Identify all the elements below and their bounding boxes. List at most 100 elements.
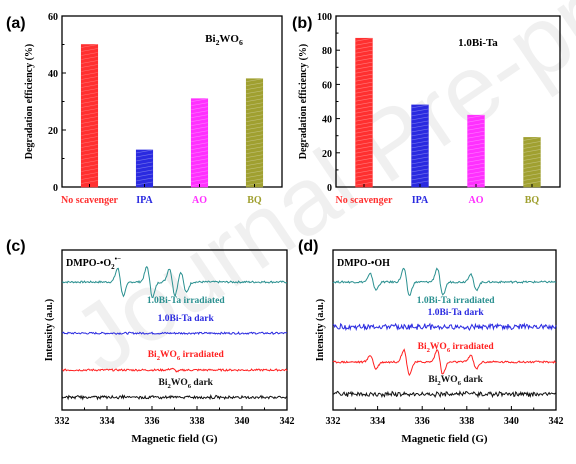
panel-label: (b) — [292, 15, 312, 32]
bar-hatch — [411, 140, 429, 145]
bar-hatch — [81, 128, 98, 132]
y-axis-label: Degradation efficiency (%) — [24, 44, 35, 160]
bar-hatch — [136, 161, 153, 166]
bar-hatch — [81, 88, 98, 92]
bar-hatch — [467, 162, 485, 167]
bar-hatch — [81, 124, 98, 128]
bar-hatch — [81, 100, 98, 104]
bar-hatch — [355, 117, 373, 122]
bar-hatch — [355, 85, 373, 90]
x-category-label: AO — [469, 195, 484, 206]
y-tick-label: 40 — [48, 69, 58, 80]
bar-hatch — [246, 118, 263, 122]
bar-hatch — [355, 37, 373, 42]
x-category-label: IPA — [412, 195, 429, 206]
bar-hatch — [136, 177, 153, 182]
bar-hatch — [411, 128, 429, 133]
bar-hatch — [523, 177, 541, 181]
bar-hatch — [467, 114, 485, 119]
bar-hatch — [191, 142, 208, 146]
y-axis-label: Degradation efficiency (%) — [298, 44, 309, 160]
bar-hatch — [355, 65, 373, 70]
bar-hatch — [467, 154, 485, 159]
bar-hatch — [81, 144, 98, 148]
bar-hatch — [246, 86, 263, 90]
bar-hatch — [81, 80, 98, 84]
bar-hatch — [81, 44, 98, 48]
bar-hatch — [191, 134, 208, 138]
bar-hatch — [411, 168, 429, 173]
x-tick-label: 338 — [459, 416, 474, 427]
bar-hatch — [355, 181, 373, 186]
series-label: Bi2WO6 dark — [428, 375, 483, 387]
bar-hatch — [81, 96, 98, 100]
bar-hatch — [81, 116, 98, 120]
bar-hatch — [81, 52, 98, 56]
bar — [523, 137, 541, 188]
bar-hatch — [246, 130, 263, 134]
bar-hatch — [136, 181, 153, 186]
bar-hatch — [191, 138, 208, 142]
bar-hatch — [523, 165, 541, 169]
bar-hatch — [81, 64, 98, 68]
bar-hatch — [81, 112, 98, 116]
x-tick-label: 334 — [370, 416, 385, 427]
bar-hatch — [246, 178, 263, 182]
bar-hatch — [355, 157, 373, 162]
bar-hatch — [355, 93, 373, 98]
bar-hatch — [467, 174, 485, 179]
x-axis-label: Magnetic field (G) — [401, 433, 487, 445]
bar-hatch — [355, 149, 373, 154]
bar-hatch — [191, 178, 208, 182]
bar-hatch — [467, 150, 485, 155]
series-label: 1.0Bi-Ta irradiated — [417, 296, 495, 306]
bar-hatch — [355, 169, 373, 174]
series-label: 1.0Bi-Ta dark — [158, 314, 215, 324]
bar-hatch — [355, 81, 373, 86]
bar-hatch — [411, 156, 429, 161]
bar-hatch — [191, 118, 208, 122]
bar-hatch — [523, 181, 541, 185]
bar-hatch — [355, 161, 373, 166]
bar-hatch — [191, 166, 208, 170]
bar-hatch — [246, 102, 263, 106]
bar-hatch — [246, 134, 263, 138]
bar-hatch — [355, 69, 373, 74]
bar-hatch — [136, 157, 153, 162]
bar-hatch — [355, 53, 373, 58]
bar-hatch — [355, 153, 373, 158]
panel-label: (a) — [6, 15, 26, 32]
spectrum-line — [61, 393, 288, 401]
bar-hatch — [191, 150, 208, 154]
bar-hatch — [467, 170, 485, 175]
bar-hatch — [467, 166, 485, 171]
bar-hatch — [81, 76, 98, 80]
bar-hatch — [467, 126, 485, 131]
bar-hatch — [81, 120, 98, 124]
x-category-label: No scavenger — [336, 195, 393, 206]
y-tick-label: 0 — [53, 183, 58, 194]
bar-hatch — [355, 57, 373, 62]
y-tick-label: 80 — [322, 46, 332, 57]
x-axis-label: Magnetic field (G) — [131, 433, 217, 445]
bar-hatch — [523, 149, 541, 153]
bar-hatch — [523, 169, 541, 173]
bar-hatch — [246, 106, 263, 110]
bar-hatch — [411, 124, 429, 129]
bar-hatch — [81, 72, 98, 76]
bar-hatch — [81, 132, 98, 136]
bar-hatch — [411, 180, 429, 185]
bar-hatch — [355, 177, 373, 182]
bar-panel-a: 0 20 40 60 Degradation efficiency (%) (a) No s… — [6, 12, 283, 206]
x-tick-label: 336 — [145, 416, 160, 427]
bar-hatch — [355, 129, 373, 134]
bar-hatch — [81, 48, 98, 52]
bar-hatch — [246, 126, 263, 130]
inset-label: Bi2WO6 — [205, 33, 243, 47]
bar-hatch — [411, 152, 429, 157]
bar-hatch — [246, 154, 263, 158]
bar-hatch — [246, 114, 263, 118]
bar-hatch — [467, 118, 485, 123]
bar-hatch — [191, 98, 208, 102]
series-label: 1.0Bi-Ta irradiated — [147, 296, 225, 306]
